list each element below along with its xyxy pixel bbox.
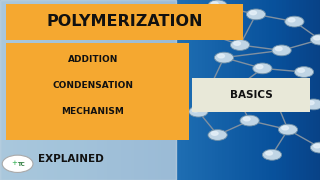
Circle shape	[240, 115, 259, 126]
Text: TC: TC	[18, 162, 25, 167]
Circle shape	[318, 146, 320, 151]
Circle shape	[273, 98, 282, 103]
Circle shape	[221, 56, 230, 61]
Circle shape	[301, 71, 310, 76]
Circle shape	[215, 4, 224, 9]
Circle shape	[307, 101, 314, 105]
Circle shape	[196, 110, 205, 115]
Circle shape	[310, 34, 320, 45]
Circle shape	[228, 86, 234, 90]
Circle shape	[247, 119, 256, 124]
Circle shape	[310, 142, 320, 153]
Circle shape	[253, 63, 272, 74]
Circle shape	[238, 44, 246, 49]
Text: BASICS: BASICS	[230, 90, 273, 100]
Circle shape	[189, 106, 208, 117]
Circle shape	[288, 18, 295, 22]
Circle shape	[262, 149, 282, 160]
Text: EXPLAINED: EXPLAINED	[37, 154, 103, 164]
Circle shape	[195, 27, 214, 38]
Circle shape	[282, 126, 289, 130]
Circle shape	[212, 2, 218, 6]
Circle shape	[292, 20, 301, 25]
Circle shape	[266, 151, 273, 155]
Circle shape	[286, 128, 294, 133]
Circle shape	[254, 13, 262, 18]
Circle shape	[202, 31, 211, 36]
Circle shape	[224, 85, 243, 95]
Circle shape	[279, 49, 288, 54]
Circle shape	[208, 0, 227, 11]
Text: POLYMERIZATION: POLYMERIZATION	[46, 14, 203, 29]
Circle shape	[278, 124, 298, 135]
Text: ADDITION: ADDITION	[68, 55, 118, 64]
Circle shape	[2, 155, 33, 172]
Circle shape	[318, 38, 320, 43]
Circle shape	[250, 11, 257, 15]
Circle shape	[270, 153, 278, 158]
Circle shape	[298, 68, 305, 72]
Circle shape	[285, 16, 304, 27]
Circle shape	[266, 94, 285, 104]
Circle shape	[269, 95, 276, 99]
Circle shape	[218, 54, 224, 58]
Text: +: +	[11, 160, 17, 166]
Bar	[0, 0, 176, 180]
Circle shape	[198, 29, 205, 33]
Circle shape	[314, 144, 320, 148]
Circle shape	[214, 52, 234, 63]
Circle shape	[215, 134, 224, 139]
Bar	[192, 78, 310, 112]
Circle shape	[272, 45, 291, 56]
Circle shape	[192, 108, 199, 112]
Circle shape	[275, 47, 282, 51]
Circle shape	[230, 40, 250, 50]
Text: MECHANISM: MECHANISM	[61, 107, 124, 116]
Circle shape	[294, 67, 314, 77]
Circle shape	[304, 99, 320, 110]
Circle shape	[244, 117, 250, 121]
Circle shape	[212, 131, 218, 135]
Circle shape	[311, 103, 320, 108]
Text: CONDENSATION: CONDENSATION	[52, 81, 133, 90]
Circle shape	[231, 89, 240, 94]
Circle shape	[208, 130, 227, 140]
Bar	[6, 43, 189, 140]
Bar	[6, 4, 243, 40]
Circle shape	[246, 9, 266, 20]
Circle shape	[260, 67, 269, 72]
Circle shape	[234, 42, 241, 45]
Circle shape	[314, 36, 320, 40]
Circle shape	[256, 65, 263, 69]
